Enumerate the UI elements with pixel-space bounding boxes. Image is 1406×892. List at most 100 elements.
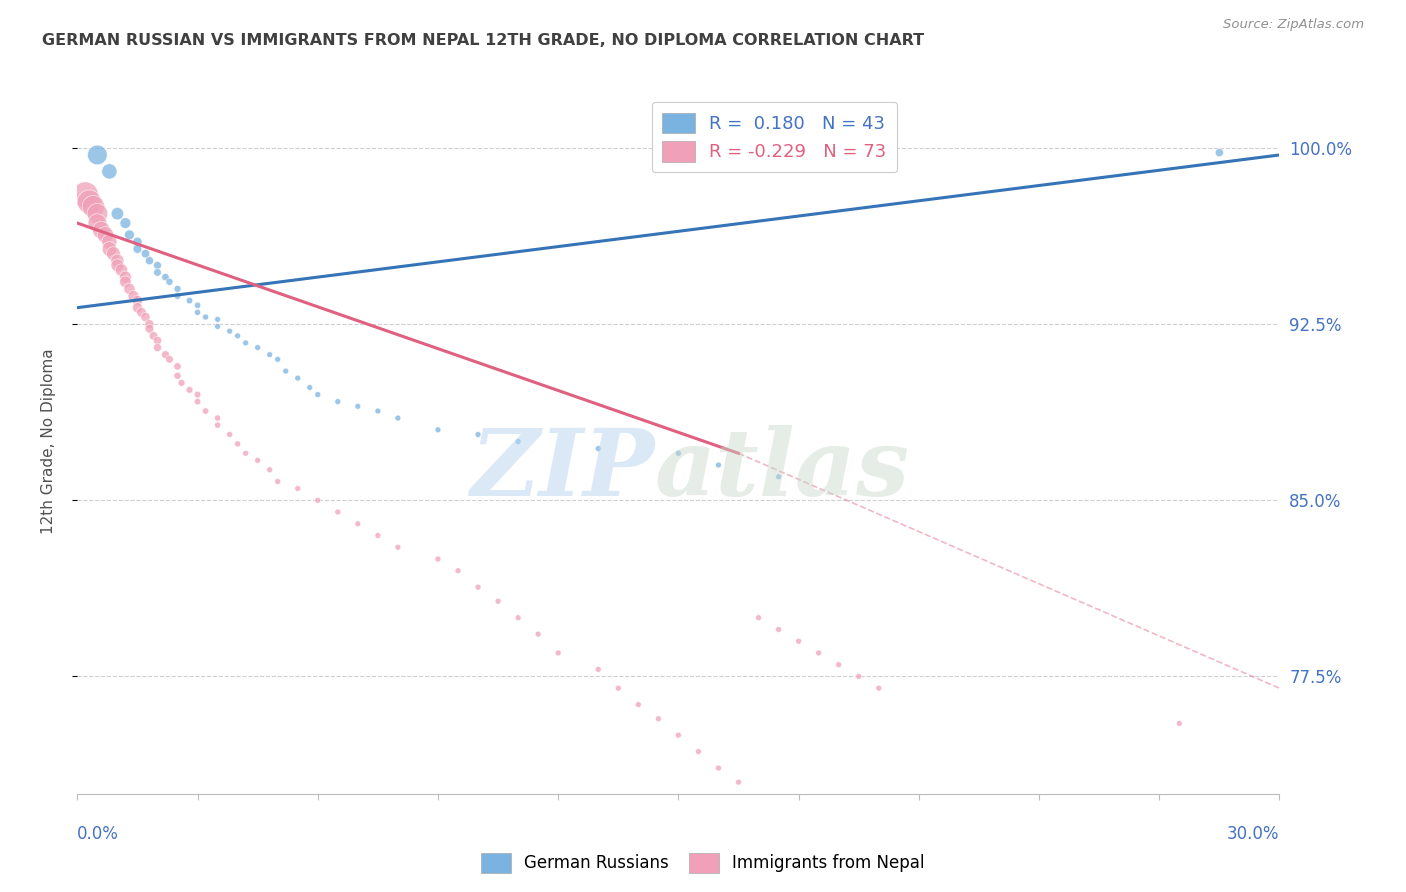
Point	[647, 712, 669, 726]
Point	[1208, 145, 1230, 160]
Point	[94, 227, 117, 242]
Point	[226, 437, 249, 451]
Point	[235, 335, 257, 350]
Point	[114, 216, 136, 230]
Point	[326, 394, 349, 409]
Point	[166, 289, 188, 303]
Point	[207, 418, 229, 433]
Point	[170, 376, 193, 390]
Point	[207, 319, 229, 334]
Point	[86, 207, 108, 221]
Point	[146, 341, 169, 355]
Point	[155, 270, 177, 285]
Point	[246, 453, 269, 467]
Point	[668, 728, 690, 742]
Point	[768, 469, 790, 483]
Text: 0.0%: 0.0%	[77, 825, 120, 843]
Point	[114, 275, 136, 289]
Point	[367, 528, 389, 542]
Point	[179, 293, 201, 308]
Point	[187, 305, 209, 319]
Point	[326, 505, 349, 519]
Point	[146, 265, 169, 279]
Point	[807, 646, 830, 660]
Point	[90, 223, 112, 237]
Point	[848, 669, 870, 683]
Point	[259, 348, 281, 362]
Legend: R =  0.180   N = 43, R = -0.229   N = 73: R = 0.180 N = 43, R = -0.229 N = 73	[651, 102, 897, 172]
Point	[1168, 716, 1191, 731]
Point	[142, 328, 165, 343]
Point	[107, 253, 129, 268]
Point	[235, 446, 257, 460]
Point	[267, 475, 290, 489]
Point	[226, 328, 249, 343]
Point	[347, 400, 370, 414]
Point	[107, 207, 129, 221]
Point	[134, 310, 156, 324]
Point	[107, 258, 129, 272]
Point	[727, 775, 749, 789]
Point	[138, 322, 160, 336]
Text: Source: ZipAtlas.com: Source: ZipAtlas.com	[1223, 19, 1364, 31]
Point	[627, 698, 650, 712]
Point	[127, 235, 149, 249]
Point	[447, 564, 470, 578]
Point	[274, 364, 297, 378]
Point	[127, 242, 149, 256]
Point	[159, 352, 181, 367]
Point	[287, 482, 309, 496]
Point	[166, 282, 188, 296]
Point	[347, 516, 370, 531]
Point	[246, 341, 269, 355]
Point	[131, 305, 153, 319]
Point	[187, 387, 209, 401]
Point	[267, 352, 290, 367]
Text: ZIP: ZIP	[470, 425, 654, 515]
Point	[98, 164, 121, 178]
Point	[127, 301, 149, 315]
Point	[668, 446, 690, 460]
Point	[207, 312, 229, 326]
Point	[688, 745, 710, 759]
Point	[588, 442, 610, 456]
Point	[187, 394, 209, 409]
Point	[127, 293, 149, 308]
Point	[138, 253, 160, 268]
Point	[134, 246, 156, 260]
Point	[118, 282, 141, 296]
Point	[768, 623, 790, 637]
Point	[486, 594, 509, 608]
Point	[114, 270, 136, 285]
Point	[146, 258, 169, 272]
Point	[527, 627, 550, 641]
Point	[307, 493, 329, 508]
Legend: German Russians, Immigrants from Nepal: German Russians, Immigrants from Nepal	[474, 847, 932, 880]
Point	[194, 404, 217, 418]
Point	[298, 380, 321, 394]
Point	[828, 657, 851, 672]
Point	[194, 310, 217, 324]
Text: GERMAN RUSSIAN VS IMMIGRANTS FROM NEPAL 12TH GRADE, NO DIPLOMA CORRELATION CHART: GERMAN RUSSIAN VS IMMIGRANTS FROM NEPAL …	[42, 33, 924, 47]
Point	[868, 681, 890, 695]
Point	[508, 434, 530, 449]
Point	[387, 411, 409, 425]
Point	[748, 610, 770, 624]
Point	[86, 148, 108, 162]
Point	[547, 646, 569, 660]
Point	[259, 463, 281, 477]
Point	[98, 242, 121, 256]
Text: 30.0%: 30.0%	[1227, 825, 1279, 843]
Point	[166, 368, 188, 383]
Point	[387, 540, 409, 554]
Point	[508, 610, 530, 624]
Point	[607, 681, 630, 695]
Point	[467, 427, 489, 442]
Point	[75, 188, 97, 202]
Point	[287, 371, 309, 385]
Point	[707, 761, 730, 775]
Point	[207, 411, 229, 425]
Y-axis label: 12th Grade, No Diploma: 12th Grade, No Diploma	[42, 349, 56, 534]
Text: atlas: atlas	[654, 425, 910, 515]
Point	[707, 458, 730, 472]
